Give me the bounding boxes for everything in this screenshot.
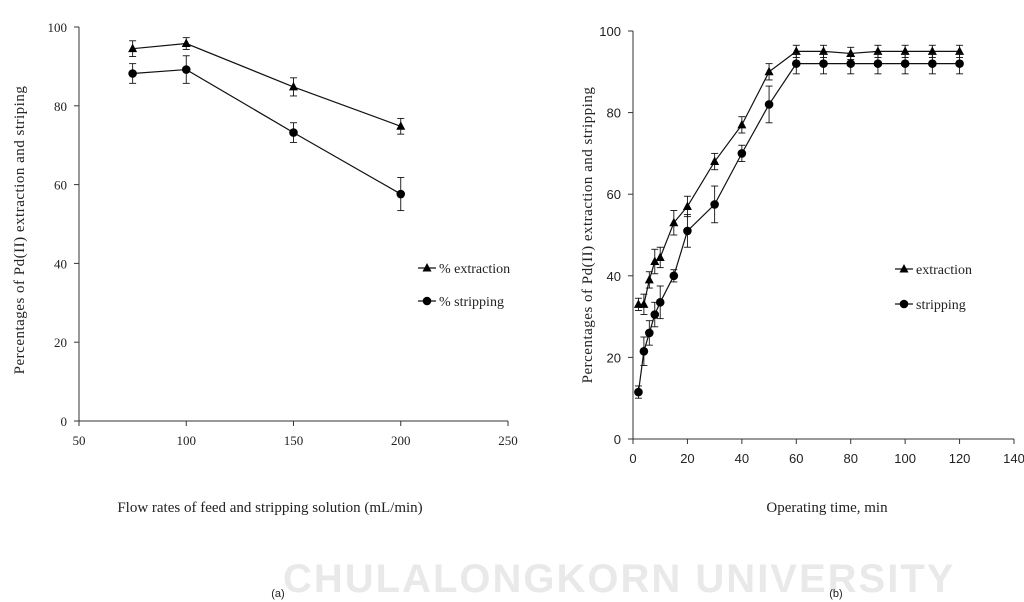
data-point-triangle [682, 201, 692, 210]
data-point-triangle [819, 46, 828, 55]
series-triangle [633, 44, 965, 316]
data-point-circle [873, 59, 883, 68]
x-tick-label: 60 [789, 451, 803, 466]
x-tick-label: 20 [680, 451, 694, 466]
legend-triangle-icon [899, 264, 909, 273]
legend-entry: extraction [895, 263, 972, 278]
data-point-circle [737, 149, 747, 158]
legend-triangle-icon [422, 263, 432, 272]
x-tick-label: 80 [843, 451, 857, 466]
x-tick-label: 150 [284, 433, 304, 448]
data-point-triangle [873, 46, 883, 55]
y-tick-label: 100 [48, 20, 68, 35]
panel-label: (a) [271, 588, 284, 600]
y-tick-label: 20 [54, 335, 67, 350]
y-tick-label: 0 [61, 414, 68, 429]
data-point-triangle [128, 43, 138, 53]
x-tick-label: 200 [391, 433, 411, 448]
y-tick-label: 80 [607, 106, 621, 121]
x-tick-label: 100 [177, 433, 197, 448]
data-point-triangle [927, 46, 937, 55]
data-point-circle [650, 310, 660, 319]
data-point-circle [683, 226, 692, 236]
data-point-triangle [396, 121, 406, 130]
x-tick-label: 250 [498, 433, 518, 448]
y-axis-label: Percentages of Pd(II) extraction and str… [12, 86, 28, 375]
data-point-circle [181, 65, 191, 74]
y-tick-label: 80 [54, 99, 67, 114]
data-point-circle [639, 346, 649, 356]
legend-circle-icon [422, 296, 432, 306]
series-line [132, 68, 402, 195]
data-point-circle [900, 59, 910, 68]
data-point-circle [928, 59, 937, 68]
data-point-triangle [669, 217, 679, 227]
chart-panel-a: 50 100 150 200 250 0 20 40 60 80 100 Flow rates of … [12, 20, 518, 600]
series-line [638, 50, 960, 305]
series-circle [634, 52, 964, 399]
legend-label: stripping [916, 298, 966, 313]
data-point-circle [764, 100, 774, 109]
legend-entry: % extraction [418, 262, 510, 277]
x-tick-label: 120 [949, 451, 971, 466]
data-point-circle [289, 128, 298, 137]
data-point-triangle [955, 46, 965, 55]
legend-label: extraction [916, 263, 972, 278]
data-point-circle [955, 59, 964, 68]
legend-label: % extraction [439, 262, 510, 277]
y-tick-label: 60 [54, 178, 67, 193]
y-tick-label: 0 [614, 432, 621, 447]
data-point-circle [634, 387, 643, 397]
x-tick-label: 100 [894, 451, 916, 466]
data-point-triangle [644, 274, 654, 284]
y-tick-label: 40 [54, 256, 67, 271]
data-point-circle [710, 200, 719, 209]
y-tick-label: 40 [607, 269, 621, 284]
data-point-triangle [710, 156, 720, 166]
data-point-triangle [289, 81, 298, 91]
x-axis-label: Flow rates of feed and stripping solutio… [117, 500, 422, 516]
legend-entry: % stripping [418, 295, 504, 310]
data-point-circle [645, 328, 654, 338]
data-point-circle [396, 189, 406, 199]
x-tick-label: 50 [73, 433, 86, 448]
data-point-triangle [791, 46, 801, 55]
x-tick-label: 40 [735, 451, 749, 466]
data-point-triangle [900, 46, 910, 55]
data-point-circle [669, 271, 679, 281]
data-point-circle [791, 59, 801, 68]
watermark: CHULALONGKORN UNIVERSITY [283, 557, 955, 601]
data-point-triangle [655, 252, 665, 261]
data-point-triangle [737, 119, 747, 129]
data-point-triangle [764, 66, 774, 76]
data-point-circle [819, 59, 828, 68]
chart-panel-b: 0 20 40 60 80 100 120 140 0 20 40 60 80 100 Operating … [580, 24, 1024, 600]
series-line [132, 42, 401, 127]
legend-circle-icon [899, 299, 909, 309]
data-point-triangle [639, 299, 649, 308]
data-point-triangle [846, 48, 856, 57]
y-tick-label: 100 [599, 24, 621, 39]
data-point-circle [655, 298, 665, 307]
series-triangle [128, 37, 406, 135]
y-tick-label: 60 [607, 187, 621, 202]
data-point-triangle [650, 256, 660, 266]
x-tick-label: 0 [629, 451, 636, 466]
panel-label: (b) [829, 588, 842, 600]
y-axis-label: Percentages of Pd(II) extraction and str… [580, 87, 596, 384]
y-tick-label: 20 [607, 350, 621, 365]
series-circle [128, 55, 406, 212]
data-point-circle [128, 69, 137, 78]
legend-entry: stripping [895, 298, 966, 313]
legend-label: % stripping [439, 295, 504, 310]
data-point-triangle [181, 38, 191, 48]
x-tick-label: 140 [1003, 451, 1024, 466]
data-point-circle [846, 59, 856, 68]
x-axis-label: Operating time, min [766, 500, 888, 516]
